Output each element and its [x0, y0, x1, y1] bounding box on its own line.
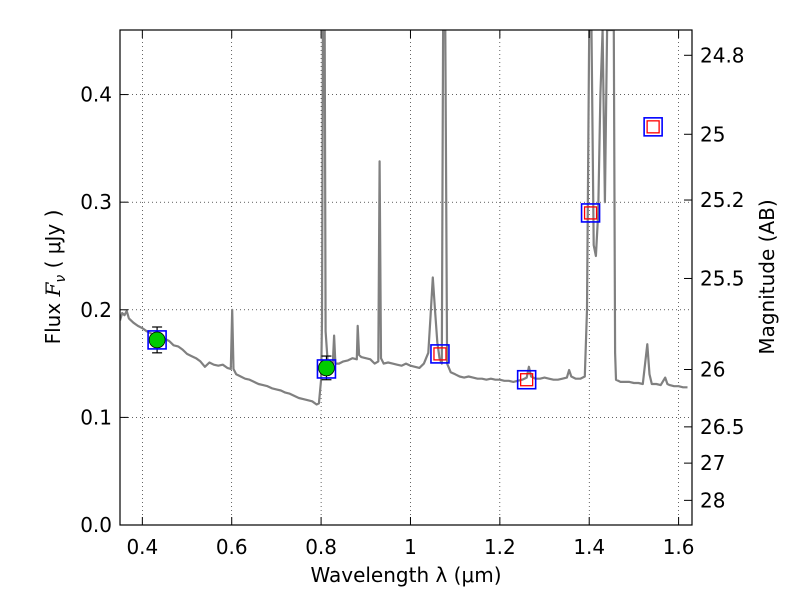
- model-flux-square: [147, 330, 167, 350]
- y2-tick-label: 25.5: [700, 266, 745, 290]
- y2-tick-label: 26: [700, 358, 725, 382]
- y-axis-label-unit: ( μJy ): [41, 210, 65, 275]
- upper-limit-square: [433, 347, 447, 361]
- x-tick-label: 0.4: [126, 535, 158, 559]
- y-tick-label: 0.4: [80, 83, 112, 107]
- y2-tick-label: 26.5: [700, 415, 745, 439]
- x-tick-label: 0.8: [305, 535, 337, 559]
- y-tick-label: 0.0: [80, 513, 112, 537]
- grid: [120, 30, 692, 525]
- axis-labels: Wavelength λ (μm) Flux Fν ( μJy ) Magnit…: [41, 199, 779, 587]
- y-axis-label-subscript: ν: [53, 275, 69, 283]
- y2-tick-label: 24.8: [700, 43, 745, 67]
- model-flux-square: [316, 359, 337, 379]
- observed-flux-point: [148, 331, 166, 349]
- y2-tick-label: 25.2: [700, 188, 745, 212]
- markers-layer: [147, 117, 663, 390]
- plot-frame: [119, 29, 693, 526]
- x-tick-label: 1.6: [663, 535, 695, 559]
- model-flux-square: [430, 344, 450, 364]
- y-axis-label-prefix: Flux: [41, 296, 65, 344]
- y-tick-label: 0.2: [80, 298, 112, 322]
- model-flux-square: [643, 117, 663, 137]
- x-axis-label: Wavelength λ (μm): [310, 563, 501, 587]
- x-tick-label: 1.4: [573, 535, 605, 559]
- x-tick-label: 0.6: [216, 535, 248, 559]
- model-flux-square: [580, 203, 601, 223]
- upper-limit-square: [646, 120, 660, 134]
- y2-tick-label: 25: [700, 122, 725, 146]
- y2-tick-label: 28: [700, 488, 725, 512]
- spectrum-line: [120, 30, 688, 406]
- upper-limit-square: [520, 373, 534, 387]
- y-tick-label: 0.1: [80, 405, 112, 429]
- upper-limit-square: [583, 206, 598, 220]
- observed-flux-point: [318, 359, 335, 377]
- y-tick-label: 0.3: [80, 190, 112, 214]
- spectrum-layer: [120, 30, 688, 406]
- x-tick-label: 1: [404, 535, 417, 559]
- ticks-layer: 0.4 0.6 0.8 1 1.2 1.4 1.6 0.0 0.1 0.2 0.3 0.4 24.8 25…: [80, 30, 745, 559]
- secondary-y-axis-label: Magnitude (AB): [755, 199, 779, 354]
- model-flux-square: [516, 369, 537, 390]
- y-axis-label-symbol: F: [41, 281, 65, 297]
- y-axis-label: Flux Fν ( μJy ): [41, 210, 69, 345]
- x-tick-label: 1.2: [484, 535, 516, 559]
- y2-tick-label: 27: [700, 451, 725, 475]
